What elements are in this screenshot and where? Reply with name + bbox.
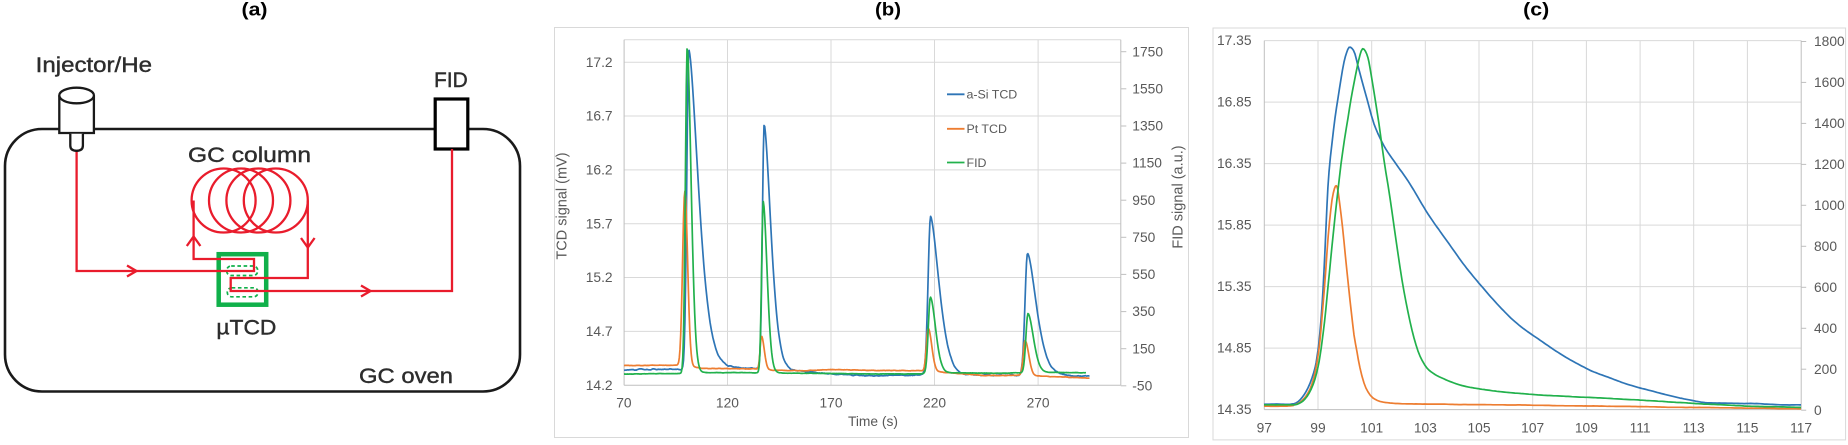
svg-text:107: 107 bbox=[1521, 421, 1544, 436]
svg-text:TCD signal (mV): TCD signal (mV) bbox=[555, 152, 571, 259]
svg-text:113: 113 bbox=[1683, 421, 1705, 436]
svg-text:FID: FID bbox=[434, 69, 468, 92]
svg-text:220: 220 bbox=[923, 395, 946, 410]
svg-text:(c): (c) bbox=[1523, 0, 1549, 20]
svg-text:15.2: 15.2 bbox=[586, 270, 613, 285]
svg-text:FID: FID bbox=[967, 156, 987, 170]
svg-text:-50: -50 bbox=[1132, 378, 1152, 393]
svg-text:150: 150 bbox=[1132, 341, 1155, 356]
svg-text:16.85: 16.85 bbox=[1217, 95, 1252, 110]
svg-text:120: 120 bbox=[716, 395, 739, 410]
svg-text:GC column: GC column bbox=[188, 144, 311, 167]
svg-text:17.35: 17.35 bbox=[1217, 33, 1252, 48]
svg-text:103: 103 bbox=[1414, 421, 1437, 436]
svg-text:200: 200 bbox=[1814, 362, 1837, 377]
svg-text:101: 101 bbox=[1360, 421, 1383, 436]
svg-text:550: 550 bbox=[1132, 267, 1155, 282]
svg-text:1550: 1550 bbox=[1132, 81, 1163, 96]
svg-text:270: 270 bbox=[1027, 395, 1050, 410]
svg-text:99: 99 bbox=[1310, 421, 1326, 436]
svg-text:400: 400 bbox=[1814, 321, 1837, 336]
svg-text:70: 70 bbox=[616, 395, 632, 410]
svg-text:GC oven: GC oven bbox=[359, 364, 453, 388]
svg-text:16.7: 16.7 bbox=[586, 109, 613, 124]
svg-text:0: 0 bbox=[1814, 403, 1822, 418]
svg-text:14.7: 14.7 bbox=[586, 324, 613, 339]
svg-text:115: 115 bbox=[1736, 421, 1758, 436]
svg-text:950: 950 bbox=[1132, 193, 1155, 208]
svg-text:(b): (b) bbox=[875, 0, 901, 20]
svg-text:1350: 1350 bbox=[1132, 119, 1163, 134]
svg-text:14.35: 14.35 bbox=[1217, 402, 1252, 417]
svg-text:Injector/He: Injector/He bbox=[36, 54, 152, 77]
svg-text:µTCD: µTCD bbox=[216, 316, 276, 340]
svg-text:1000: 1000 bbox=[1814, 198, 1845, 213]
svg-text:17.2: 17.2 bbox=[586, 55, 613, 70]
svg-text:FID signal (a.u.): FID signal (a.u.) bbox=[1171, 145, 1187, 248]
svg-text:1800: 1800 bbox=[1814, 34, 1845, 49]
svg-text:105: 105 bbox=[1468, 421, 1491, 436]
svg-text:170: 170 bbox=[819, 395, 842, 410]
svg-text:1600: 1600 bbox=[1814, 75, 1845, 90]
svg-text:a-Si TCD: a-Si TCD bbox=[967, 88, 1018, 102]
svg-text:14.2: 14.2 bbox=[586, 378, 613, 393]
svg-text:1200: 1200 bbox=[1814, 157, 1845, 172]
svg-text:16.35: 16.35 bbox=[1217, 156, 1252, 171]
svg-text:97: 97 bbox=[1257, 421, 1272, 436]
svg-text:1400: 1400 bbox=[1814, 116, 1845, 131]
svg-text:14.85: 14.85 bbox=[1217, 341, 1252, 356]
svg-text:350: 350 bbox=[1132, 304, 1155, 319]
svg-text:15.85: 15.85 bbox=[1217, 218, 1252, 233]
svg-text:1750: 1750 bbox=[1132, 44, 1163, 59]
svg-text:111: 111 bbox=[1630, 421, 1651, 436]
svg-text:15.35: 15.35 bbox=[1217, 279, 1252, 294]
svg-text:750: 750 bbox=[1132, 230, 1155, 245]
svg-text:16.2: 16.2 bbox=[586, 162, 613, 177]
svg-text:(a): (a) bbox=[242, 0, 268, 20]
svg-text:Pt TCD: Pt TCD bbox=[967, 122, 1007, 136]
svg-text:600: 600 bbox=[1814, 280, 1837, 295]
svg-text:117: 117 bbox=[1790, 421, 1812, 436]
svg-text:Time (s): Time (s) bbox=[848, 414, 898, 429]
svg-text:109: 109 bbox=[1575, 421, 1598, 436]
svg-text:800: 800 bbox=[1814, 239, 1837, 254]
svg-text:1150: 1150 bbox=[1132, 156, 1162, 171]
svg-text:15.7: 15.7 bbox=[586, 216, 613, 231]
